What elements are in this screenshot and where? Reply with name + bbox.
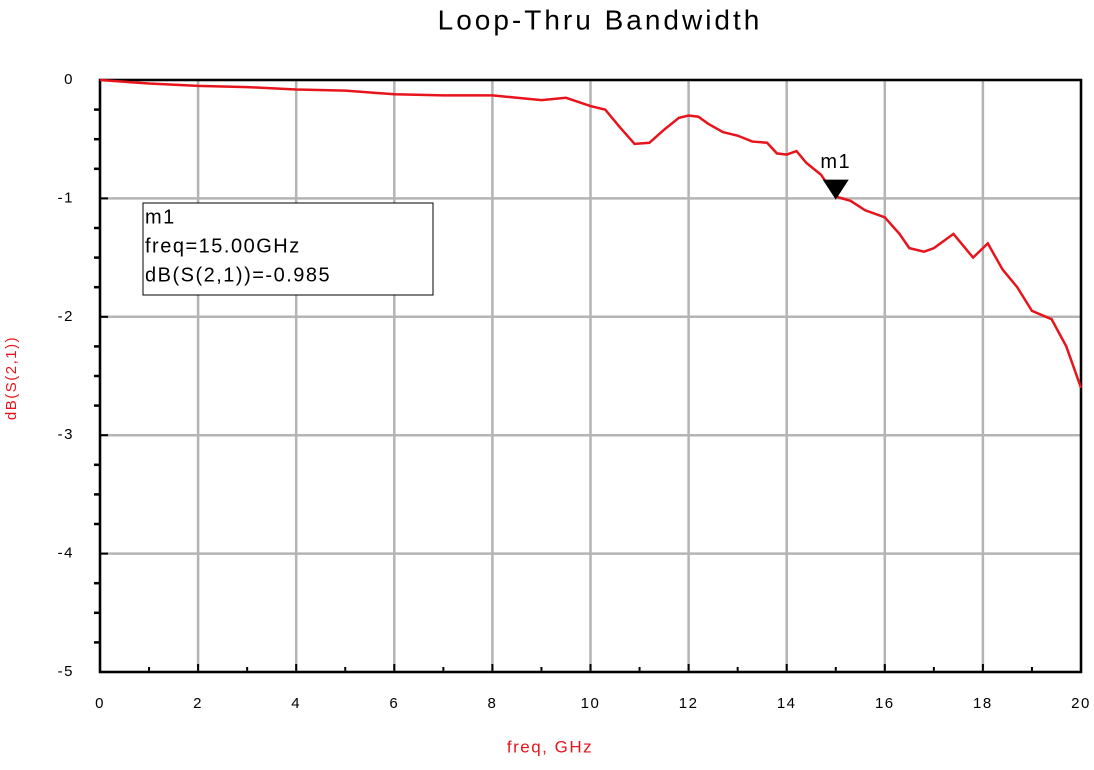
x-tick-label: 12 [679,695,699,712]
x-tick-label: 8 [487,695,497,712]
y-tick-label: -2 [58,308,74,325]
y-axis-label: dB(S(2,1)) [3,336,20,420]
y-tick-label: -4 [58,545,74,562]
x-tick-label: 14 [777,695,797,712]
x-tick-label: 10 [581,695,601,712]
marker-readout: freq=15.00GHz [145,235,301,257]
x-tick-label: 20 [1071,695,1091,712]
y-tick-label: -5 [58,663,74,680]
data-line [99,78,1083,389]
x-tick-label: 18 [973,695,993,712]
x-tick-label: 0 [95,695,105,712]
marker-readout: m1 [145,206,176,228]
x-tick-label: 6 [389,695,399,712]
marker-label: m1 [820,151,851,173]
marker-triangle [822,179,849,200]
plot-frame [98,78,1083,674]
y-tick-label: -3 [58,426,74,443]
x-tick-label: 16 [875,695,895,712]
x-tick-label: 4 [291,695,301,712]
x-axis-label: freq, GHz [507,737,593,756]
y-tick-label: 0 [64,71,74,88]
x-tick-label: 2 [193,695,203,712]
y-tick-label: -1 [58,189,74,206]
marker-readout: dB(S(2,1))=-0.985 [145,264,331,286]
chart-title: Loop-Thru Bandwidth [438,4,763,35]
marker-box [142,202,434,296]
